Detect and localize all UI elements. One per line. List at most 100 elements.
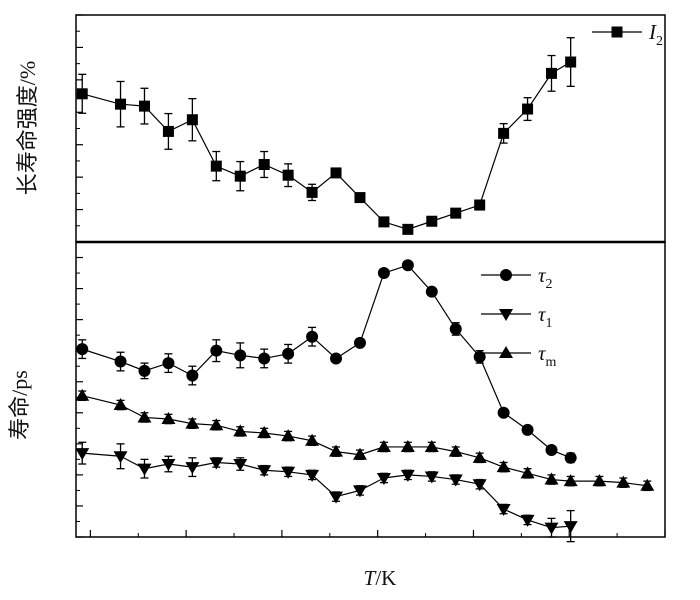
circle-marker <box>500 269 512 281</box>
square-marker <box>354 192 366 204</box>
triangle-up-marker <box>281 429 296 442</box>
legend-entry: I2 <box>592 20 663 49</box>
triangle-down-marker <box>209 457 224 470</box>
triangle-up-marker <box>499 346 513 358</box>
square-marker <box>186 114 198 126</box>
circle-marker <box>377 267 390 280</box>
series-triangle-up <box>75 388 655 492</box>
triangle-up-marker <box>257 425 272 438</box>
triangle-up-marker <box>563 474 578 487</box>
triangle-up-marker <box>161 412 176 424</box>
triangle-up-marker <box>472 450 487 463</box>
circle-marker <box>234 349 247 362</box>
square-marker <box>76 88 88 100</box>
top-y-axis-label: 长寿命强度/% <box>15 61 40 195</box>
triangle-down-marker <box>472 479 487 492</box>
triangle-down-marker <box>329 491 344 504</box>
legend-label: τ2 <box>538 263 553 292</box>
square-marker <box>282 169 294 181</box>
circle-marker <box>497 406 510 419</box>
triangle-down-marker <box>352 485 367 498</box>
square-marker <box>565 56 577 68</box>
legend-entry: τm <box>481 341 557 370</box>
circle-marker <box>449 322 462 335</box>
triangle-down-marker <box>400 469 415 482</box>
triangle-up-marker <box>329 444 344 457</box>
triangle-up-marker <box>233 424 248 437</box>
triangle-up-marker <box>185 416 200 429</box>
circle-marker <box>76 343 89 356</box>
circle-marker <box>282 347 295 360</box>
legend-label: τm <box>538 341 557 370</box>
triangle-down-marker <box>520 514 535 527</box>
plot-frame <box>75 241 666 538</box>
square-marker <box>378 216 390 228</box>
series-circle <box>76 259 577 464</box>
circle-marker <box>401 259 414 272</box>
legend-subscript: 2 <box>546 277 553 292</box>
circle-marker <box>186 369 199 382</box>
triangle-down-marker <box>185 462 200 475</box>
top-panel: I2 <box>75 14 666 243</box>
series-line <box>82 264 571 459</box>
triangle-down-marker <box>233 459 248 472</box>
circle-marker <box>564 451 577 464</box>
square-marker <box>234 170 246 182</box>
triangle-down-marker <box>496 504 511 517</box>
legend-subscript: m <box>546 355 557 370</box>
triangle-up-marker <box>209 418 224 431</box>
square-marker <box>258 158 270 170</box>
legend-symbol: τ <box>538 341 547 365</box>
triangle-up-marker <box>376 439 391 452</box>
triangle-down-marker <box>305 469 320 482</box>
triangle-up-marker <box>448 444 463 457</box>
legend-entry: τ1 <box>481 302 553 331</box>
circle-marker <box>162 357 175 370</box>
square-marker <box>162 125 174 137</box>
triangle-up-marker <box>305 433 320 446</box>
triangle-down-marker <box>499 309 513 321</box>
legend-entry: τ2 <box>481 263 553 292</box>
triangle-up-marker <box>352 447 367 460</box>
triangle-up-marker <box>640 478 655 491</box>
triangle-down-marker <box>563 521 578 534</box>
series-square <box>76 37 577 235</box>
circle-marker <box>138 364 151 377</box>
legend-label: τ1 <box>538 302 553 331</box>
legend-symbol: τ <box>538 263 547 287</box>
triangle-down-marker <box>448 474 463 487</box>
circle-marker <box>545 444 558 457</box>
triangle-up-marker <box>424 439 439 452</box>
square-marker <box>330 167 342 179</box>
triangle-up-marker <box>496 460 511 473</box>
circle-marker <box>258 352 271 365</box>
triangle-up-marker <box>400 439 415 452</box>
circle-marker <box>353 336 366 349</box>
circle-marker <box>306 330 319 343</box>
circle-marker <box>521 423 534 436</box>
x-axis-label: T/K <box>364 566 397 590</box>
bottom-y-axis-label: 寿命/ps <box>7 370 32 440</box>
triangle-up-marker <box>75 388 90 401</box>
circle-marker <box>473 350 486 363</box>
triangle-down-marker <box>424 471 439 484</box>
square-marker <box>522 103 534 115</box>
legend-subscript: 2 <box>656 34 663 49</box>
circle-marker <box>210 344 223 357</box>
square-marker <box>402 223 414 235</box>
square-marker <box>426 215 438 227</box>
square-marker <box>546 67 558 79</box>
triangle-up-marker <box>520 466 535 479</box>
square-marker <box>450 207 462 219</box>
triangle-down-marker <box>544 522 559 535</box>
circle-marker <box>114 355 127 368</box>
square-marker <box>210 160 222 172</box>
triangle-down-marker <box>257 465 272 478</box>
legend-subscript: 1 <box>546 316 553 331</box>
x-axis-label-var: T <box>364 566 377 590</box>
square-marker <box>611 26 623 38</box>
triangle-down-marker <box>75 448 90 461</box>
square-marker <box>498 127 510 139</box>
